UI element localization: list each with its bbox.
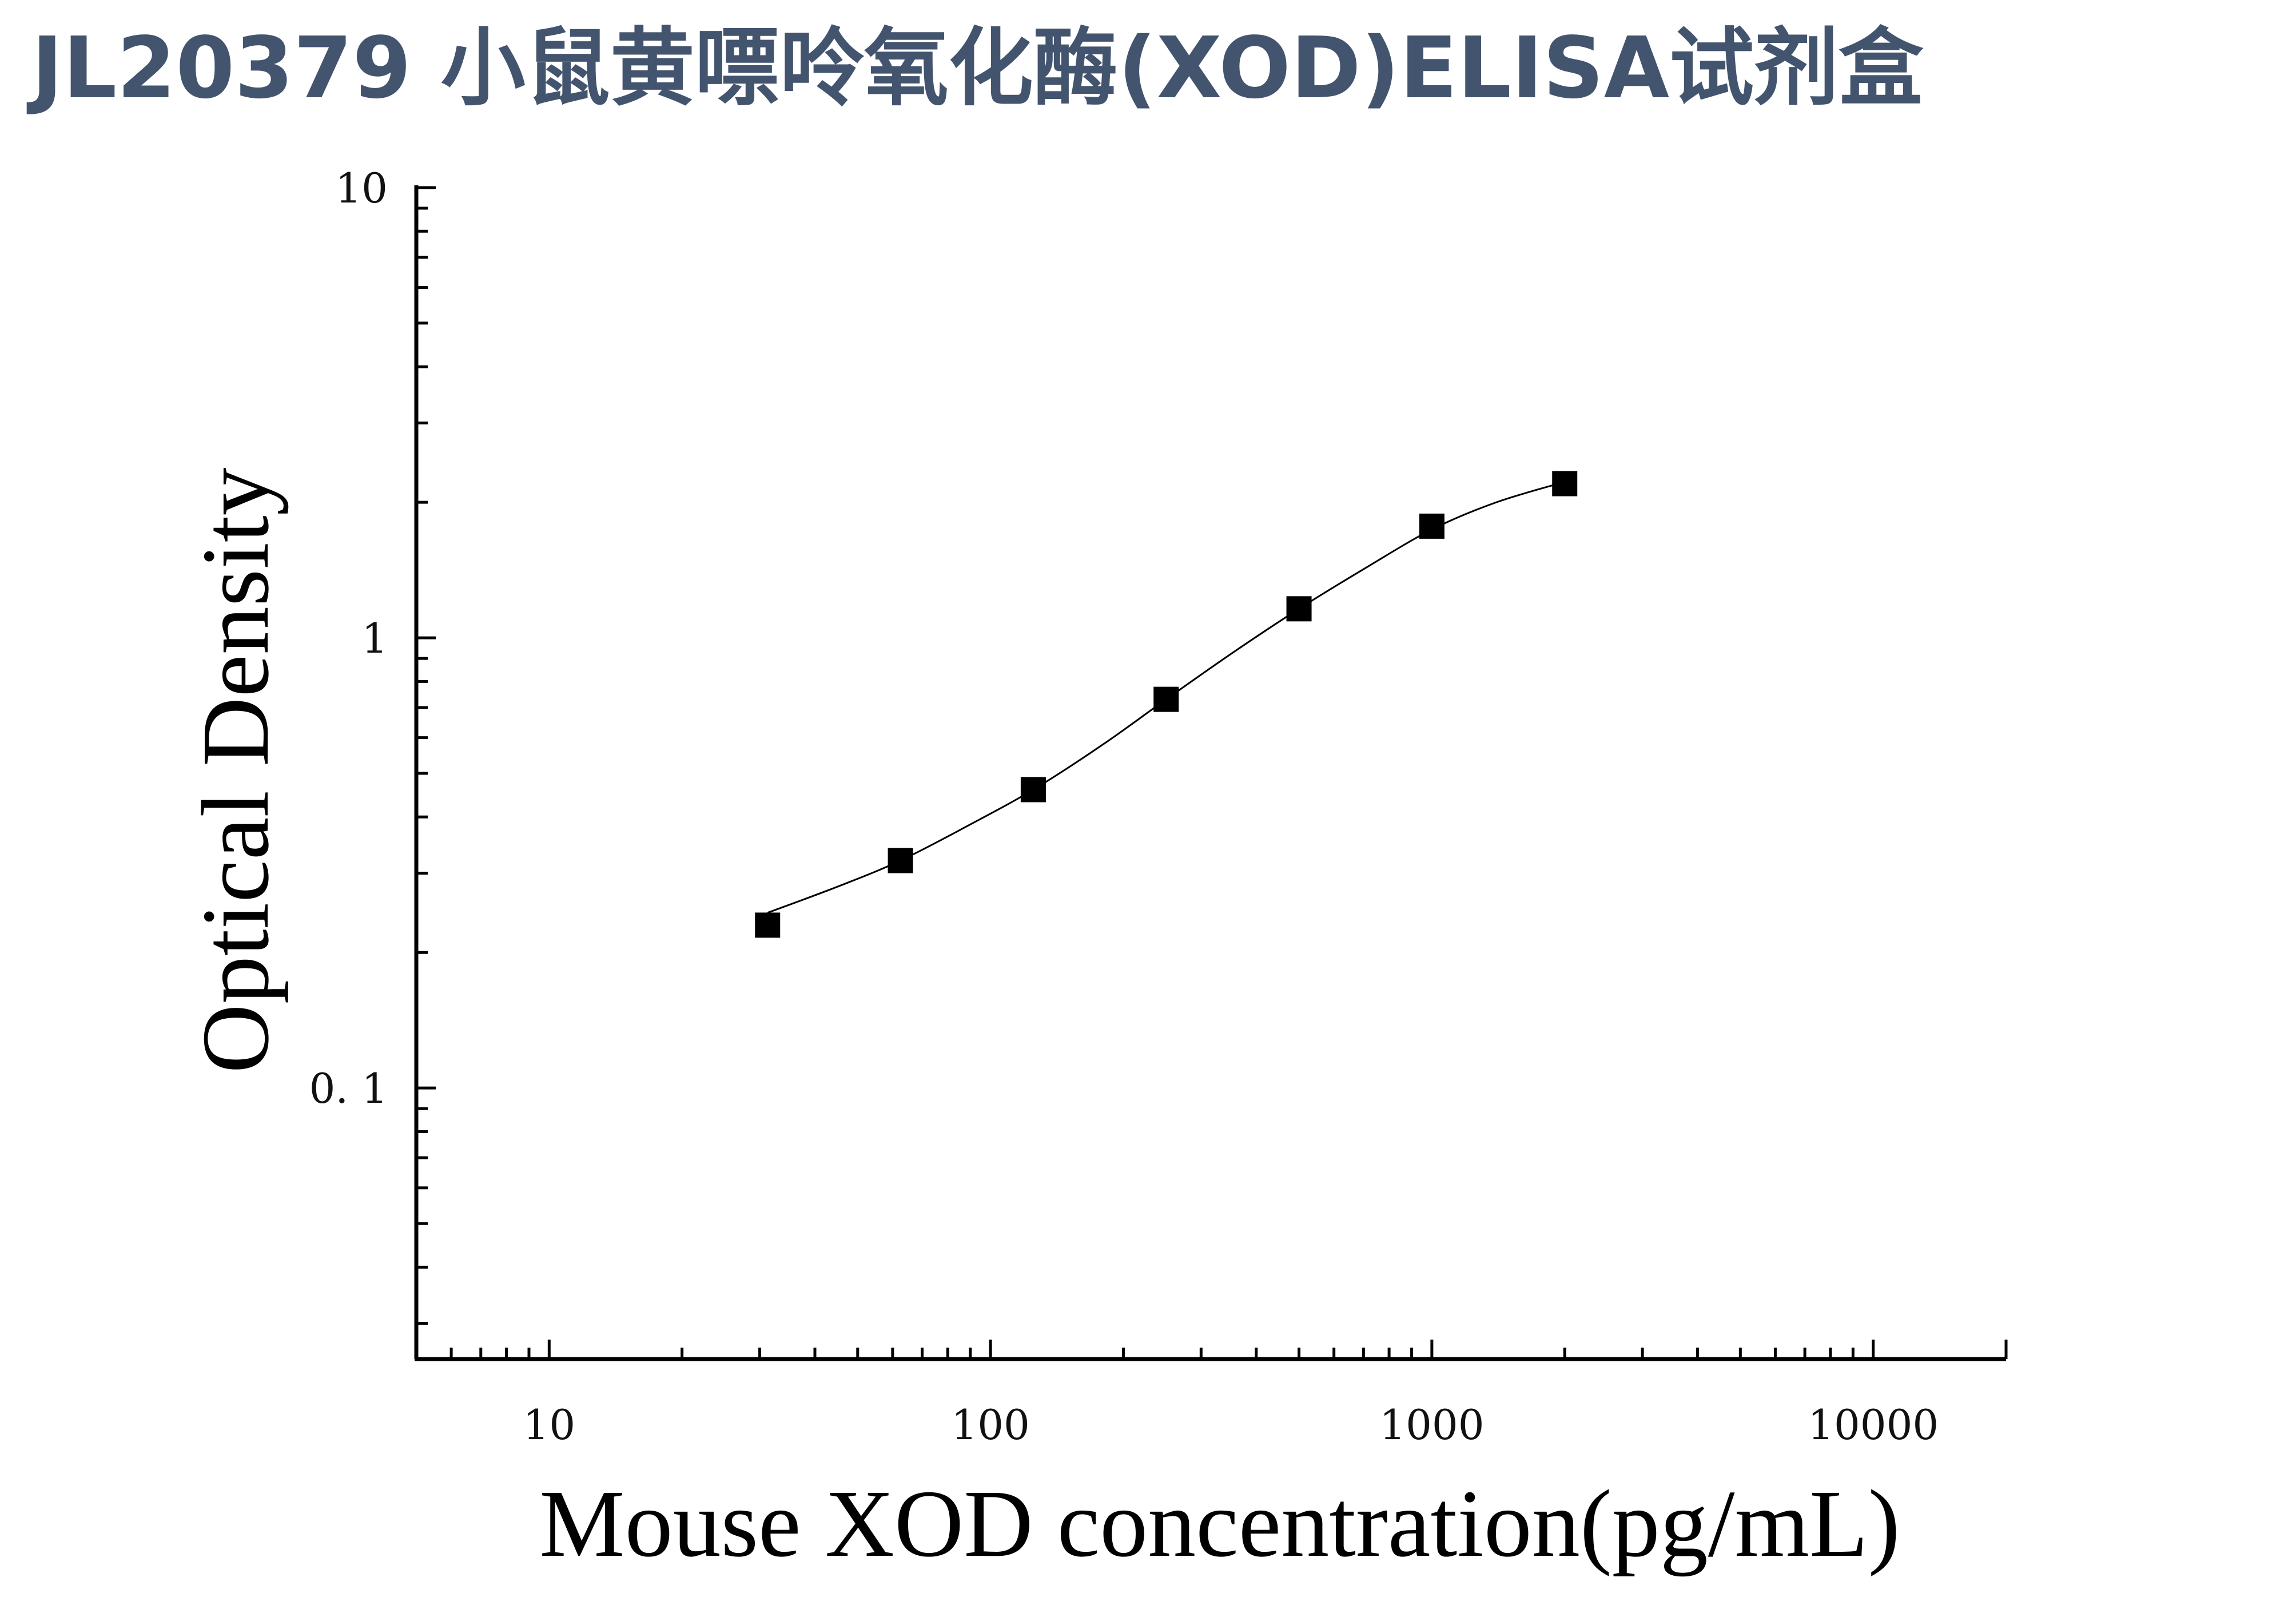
data-point bbox=[1153, 686, 1179, 712]
data-point bbox=[1419, 513, 1445, 539]
data-point bbox=[1552, 471, 1578, 496]
data-point bbox=[1020, 777, 1046, 802]
data-points-layer bbox=[755, 471, 1578, 938]
y-tick-label: 10 bbox=[335, 164, 388, 212]
data-point bbox=[755, 912, 781, 938]
axes: 10 100 1000 10000 0. 1 1 10 bbox=[309, 164, 2008, 1449]
y-tick-label: 0. 1 bbox=[309, 1064, 388, 1113]
y-axis-title: Optical Density bbox=[182, 467, 289, 1073]
x-tick-label: 10000 bbox=[1808, 1401, 1939, 1449]
data-point bbox=[1286, 596, 1312, 622]
x-tick-label: 1000 bbox=[1379, 1401, 1484, 1449]
y-tick-label: 1 bbox=[361, 614, 388, 662]
data-point bbox=[888, 848, 913, 873]
x-tick-label: 10 bbox=[523, 1401, 576, 1449]
x-tick-label: 100 bbox=[951, 1401, 1029, 1449]
page-title: JL20379 小鼠黄嘌呤氧化酶(XOD)ELISA试剂盒 bbox=[31, 19, 1924, 117]
x-axis-title: Mouse XOD concentration(pg/mL) bbox=[539, 1471, 1900, 1577]
